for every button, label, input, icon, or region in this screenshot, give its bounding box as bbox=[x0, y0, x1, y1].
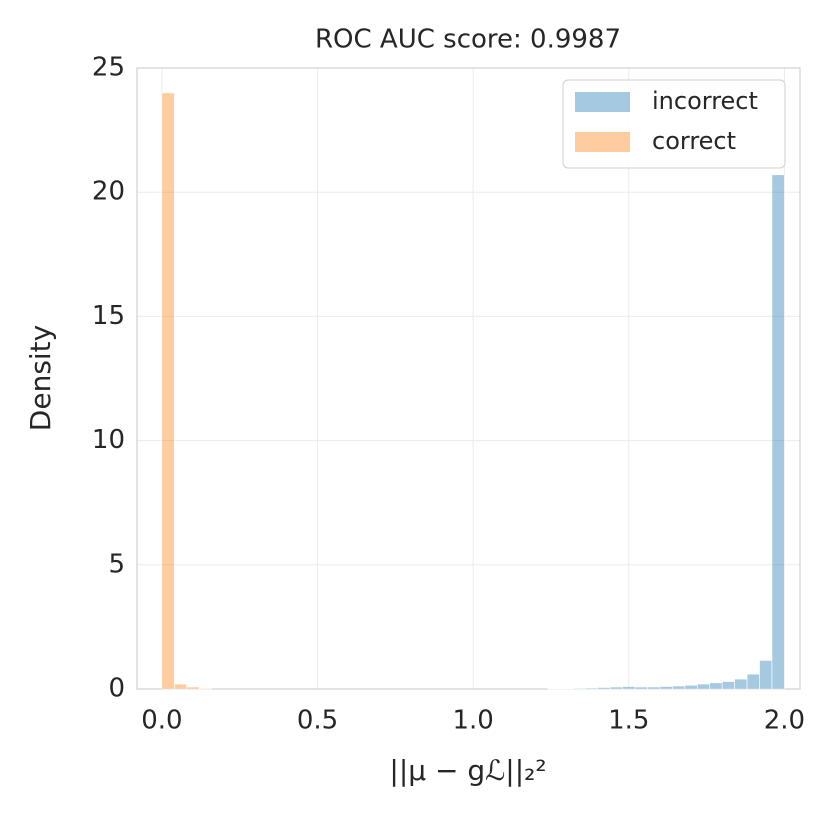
y-tick-label: 5 bbox=[108, 549, 125, 579]
bar bbox=[584, 687, 598, 690]
bar bbox=[721, 681, 735, 690]
bar bbox=[696, 683, 711, 690]
y-tick-label: 15 bbox=[92, 301, 125, 331]
legend-label: incorrect bbox=[652, 87, 758, 115]
bar bbox=[734, 678, 748, 690]
x-tick-label: 2.0 bbox=[764, 706, 805, 736]
bar bbox=[709, 682, 723, 690]
y-tick-label: 20 bbox=[92, 177, 125, 207]
bar bbox=[771, 174, 785, 690]
x-tick-label: 1.5 bbox=[608, 706, 649, 736]
bar bbox=[609, 686, 623, 690]
bar bbox=[647, 686, 661, 690]
bar bbox=[174, 683, 188, 690]
y-tick-label: 0 bbox=[108, 674, 125, 704]
legend-swatch bbox=[575, 92, 630, 112]
chart-title: ROC AUC score: 0.9987 bbox=[315, 25, 621, 55]
bar bbox=[597, 687, 611, 690]
y-tick-label: 10 bbox=[92, 425, 125, 455]
bar bbox=[634, 686, 648, 690]
bar bbox=[161, 92, 175, 690]
legend-swatch bbox=[575, 132, 630, 152]
bar bbox=[672, 685, 686, 690]
legend-label: correct bbox=[652, 127, 736, 155]
bar bbox=[186, 686, 200, 690]
x-tick-label: 1.0 bbox=[452, 706, 493, 736]
bar bbox=[659, 686, 673, 690]
y-axis-label: Density bbox=[24, 325, 57, 431]
x-tick-label: 0.5 bbox=[297, 706, 338, 736]
y-tick-label: 25 bbox=[92, 53, 125, 83]
x-axis-label: ||μ − gℒ||₂² bbox=[389, 754, 546, 787]
bar bbox=[684, 684, 698, 690]
bar bbox=[746, 673, 760, 690]
bar bbox=[622, 686, 636, 690]
bar bbox=[198, 687, 213, 690]
x-tick-label: 0.0 bbox=[141, 706, 182, 736]
legend-box bbox=[562, 79, 786, 169]
bar bbox=[759, 660, 773, 690]
plot-frame bbox=[136, 67, 801, 690]
bar bbox=[572, 687, 586, 690]
